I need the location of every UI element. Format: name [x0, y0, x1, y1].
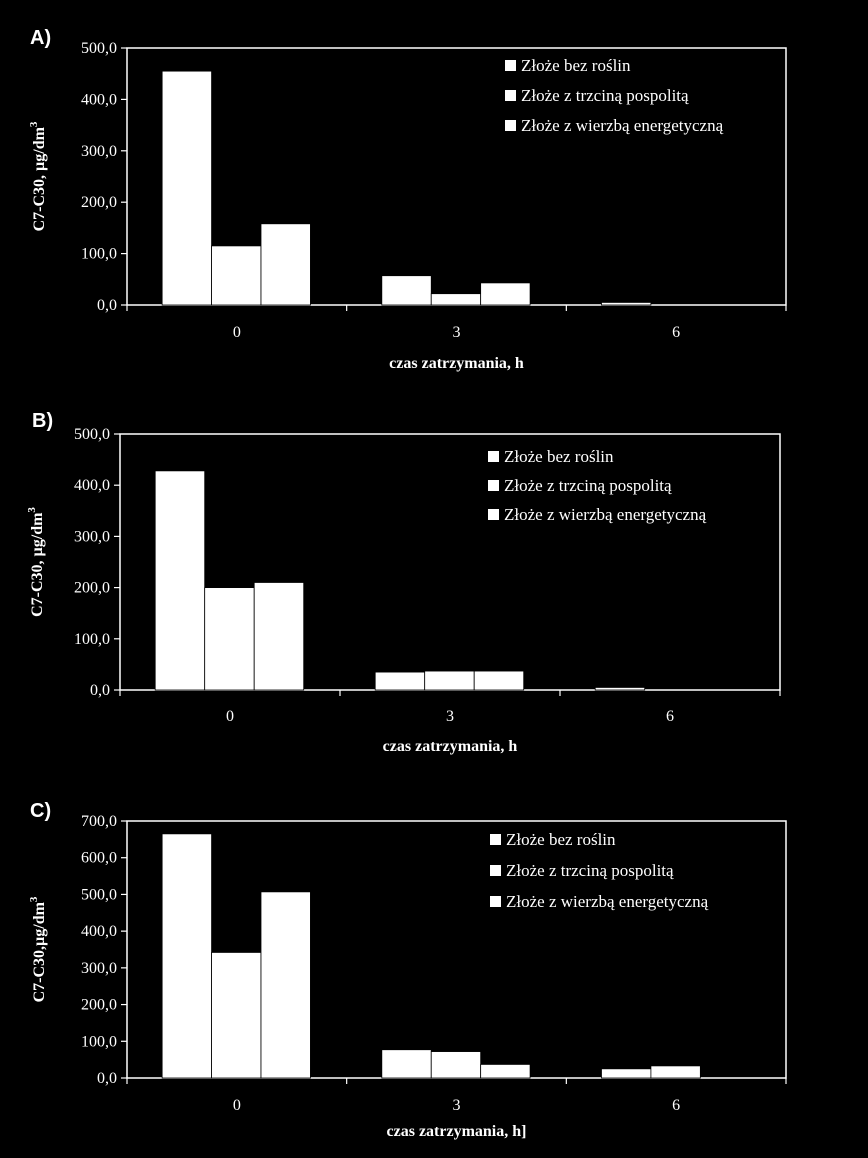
bar: [424, 670, 475, 691]
bar: [594, 687, 646, 691]
bar: [430, 1051, 482, 1079]
legend-swatch: [488, 451, 499, 462]
y-tick-label: 400,0: [74, 477, 110, 494]
y-tick-label: 500,0: [81, 40, 117, 57]
y-axis-title-superscript: 3: [28, 121, 40, 127]
bar: [381, 275, 432, 306]
y-tick-label: 300,0: [81, 960, 117, 977]
bar: [480, 1064, 531, 1079]
legend-swatch: [490, 834, 501, 845]
x-tick-label: 6: [672, 1097, 680, 1114]
legend-swatch: [488, 480, 499, 491]
x-axis-title: czas zatrzymania, h: [383, 738, 518, 755]
bar: [211, 952, 262, 1079]
chart-panel-b: B) 0,0 100,0 200,0 300,0 400,0 500,0 0 3 6 czas za…: [26, 410, 781, 755]
y-tick-label: 400,0: [81, 923, 117, 940]
legend-swatch: [505, 60, 516, 71]
y-tick-label: 100,0: [81, 1033, 117, 1050]
chart-panel-a: A) 0,0 100,0 200,0 300,0 400,0 500,0 0 3 6 czas za…: [28, 27, 787, 372]
y-tick-label: 0,0: [90, 682, 110, 699]
y-axis-title: C7-C30, µg/dm3: [28, 121, 48, 231]
x-tick-label: 0: [233, 1097, 241, 1114]
y-tick-label: 200,0: [74, 580, 110, 597]
y-axis-title-superscript: 3: [26, 507, 38, 513]
x-tick-label: 3: [453, 1097, 461, 1114]
y-axis-title-text: C7-C30, µg/dm: [31, 126, 48, 231]
y-axis-title: C7-C30,µg/dm3: [28, 896, 48, 1002]
bar: [260, 891, 311, 1079]
bar: [161, 833, 212, 1079]
x-tick-label: 0: [233, 324, 241, 341]
y-tick-label: 700,0: [81, 813, 117, 830]
chart-panel-c: C) 0,0 100,0 200,0 300,0 400,0 500,0 600,0 700,0…: [28, 800, 787, 1140]
y-axis-title-text: C7-C30,µg/dm: [31, 901, 48, 1002]
y-tick-label: 300,0: [81, 143, 117, 160]
legend-label: Złoże z wierzbą energetyczną: [521, 116, 724, 135]
y-tick-label: 200,0: [81, 194, 117, 211]
legend-label: Złoże bez roślin: [521, 56, 631, 75]
bar: [601, 302, 652, 306]
x-axis-title: czas zatrzymania, h]: [387, 1123, 527, 1140]
legend-label: Złoże z trzciną pospolitą: [504, 476, 672, 495]
y-tick-label: 300,0: [74, 528, 110, 545]
legend-swatch: [505, 120, 516, 131]
y-tick-label: 0,0: [97, 1070, 117, 1087]
panel-label: B): [32, 410, 53, 432]
legend-swatch: [490, 896, 501, 907]
x-tick-label: 6: [666, 708, 674, 725]
y-tick-label: 100,0: [81, 246, 117, 263]
y-tick-label: 500,0: [81, 886, 117, 903]
bar: [260, 223, 311, 306]
y-tick-label: 400,0: [81, 91, 117, 108]
bar: [154, 470, 206, 691]
legend-label: Złoże bez roślin: [504, 447, 614, 466]
panel-label: A): [30, 27, 51, 49]
bar: [601, 1068, 652, 1079]
bar: [253, 582, 305, 691]
y-axis-title-superscript: 3: [28, 896, 40, 902]
x-tick-label: 6: [672, 324, 680, 341]
panel-label: C): [30, 800, 51, 822]
bar: [374, 671, 426, 691]
legend-label: Złoże bez roślin: [506, 830, 616, 849]
y-tick-label: 0,0: [97, 297, 117, 314]
bar: [430, 293, 482, 306]
bar: [381, 1049, 432, 1079]
bar: [204, 587, 255, 691]
x-axis-title: czas zatrzymania, h: [389, 355, 524, 372]
y-tick-label: 600,0: [81, 850, 117, 867]
legend-swatch: [490, 865, 501, 876]
y-axis-title-text: C7-C30, µg/dm: [29, 512, 46, 617]
y-axis-title: C7-C30, µg/dm3: [26, 507, 46, 617]
y-tick-label: 200,0: [81, 997, 117, 1014]
legend-label: Złoże z trzciną pospolitą: [506, 861, 674, 880]
legend-label: Złoże z trzciną pospolitą: [521, 86, 689, 105]
bar: [473, 670, 525, 691]
y-tick-label: 500,0: [74, 426, 110, 443]
bar: [161, 70, 212, 306]
x-tick-label: 3: [446, 708, 454, 725]
bar: [211, 245, 262, 306]
legend-swatch: [505, 90, 516, 101]
x-tick-label: 3: [453, 324, 461, 341]
legend-label: Złoże z wierzbą energetyczną: [504, 505, 707, 524]
x-tick-label: 0: [226, 708, 234, 725]
bar: [650, 1065, 701, 1079]
legend-swatch: [488, 509, 499, 520]
bar: [480, 282, 531, 306]
legend-label: Złoże z wierzbą energetyczną: [506, 892, 709, 911]
y-tick-label: 100,0: [74, 631, 110, 648]
